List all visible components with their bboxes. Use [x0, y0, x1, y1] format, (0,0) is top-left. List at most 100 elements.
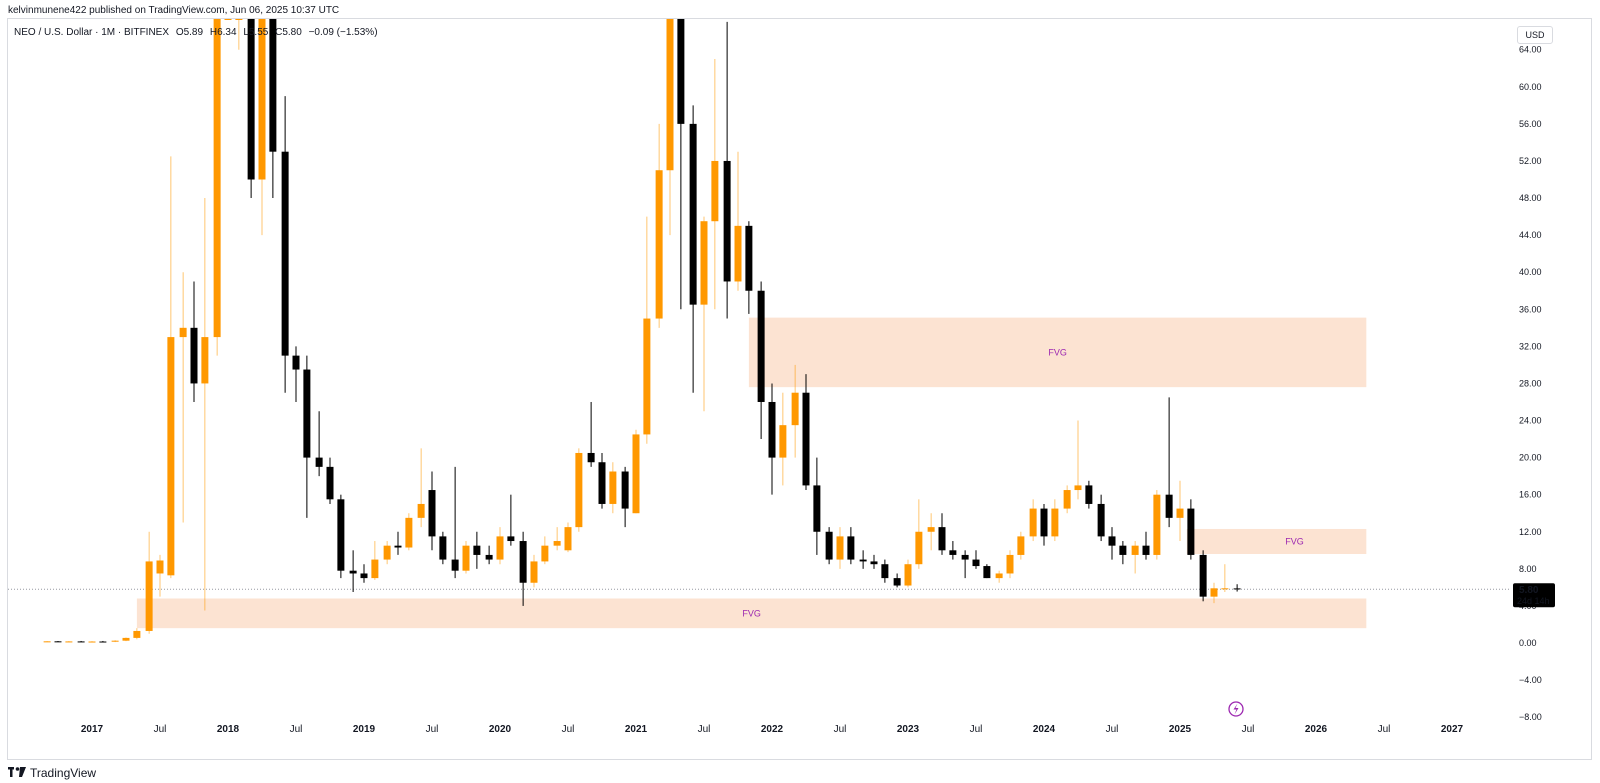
candle[interactable] — [972, 550, 980, 569]
candle[interactable] — [734, 151, 742, 291]
candle[interactable] — [757, 281, 765, 440]
candle[interactable] — [768, 383, 776, 495]
candle[interactable] — [1210, 582, 1218, 604]
candle[interactable] — [564, 522, 572, 553]
candle[interactable] — [54, 640, 62, 643]
candle[interactable] — [439, 531, 447, 565]
candle[interactable] — [587, 401, 595, 467]
candle[interactable] — [745, 221, 753, 314]
candle[interactable] — [213, 19, 221, 356]
candle[interactable] — [337, 494, 345, 579]
candle[interactable] — [179, 272, 187, 523]
candle[interactable] — [700, 216, 708, 412]
candle[interactable] — [394, 531, 402, 555]
candle[interactable] — [258, 19, 266, 236]
candle[interactable] — [1187, 499, 1195, 560]
candle[interactable] — [655, 123, 663, 328]
candle[interactable] — [1085, 480, 1093, 509]
candle[interactable] — [598, 452, 606, 509]
fvg-zone-2[interactable] — [136, 598, 1367, 629]
candle[interactable] — [893, 573, 901, 588]
candle[interactable] — [292, 346, 300, 402]
candle[interactable] — [983, 564, 991, 579]
candle[interactable] — [1040, 503, 1048, 546]
candle[interactable] — [621, 466, 629, 528]
candle[interactable] — [995, 570, 1003, 583]
candle[interactable] — [791, 364, 799, 458]
candle[interactable] — [1051, 499, 1059, 542]
candle[interactable] — [1176, 480, 1184, 542]
candle[interactable] — [349, 550, 357, 593]
candle[interactable] — [326, 457, 334, 504]
candle[interactable] — [609, 462, 617, 514]
candle[interactable] — [949, 541, 957, 560]
candle[interactable] — [156, 554, 164, 597]
candle[interactable] — [802, 374, 810, 491]
candle[interactable] — [1199, 550, 1207, 602]
candle[interactable] — [43, 641, 51, 643]
candle[interactable] — [553, 527, 561, 551]
candle[interactable] — [269, 19, 277, 199]
candle[interactable] — [77, 640, 85, 643]
candle[interactable] — [689, 105, 697, 393]
candle[interactable] — [677, 19, 685, 310]
candle[interactable] — [281, 96, 289, 393]
candle[interactable] — [88, 641, 96, 643]
candle[interactable] — [224, 19, 232, 20]
candle[interactable] — [530, 554, 538, 588]
candle[interactable] — [825, 527, 833, 565]
candle[interactable] — [417, 448, 425, 528]
candle[interactable] — [1063, 485, 1071, 514]
candle[interactable] — [315, 411, 323, 477]
candle[interactable] — [575, 448, 583, 532]
candle[interactable] — [167, 156, 175, 579]
candle[interactable] — [519, 531, 527, 606]
candle[interactable] — [303, 355, 311, 518]
footer-brand[interactable]: TradingView — [8, 765, 96, 780]
candle[interactable] — [870, 554, 878, 569]
candle[interactable] — [1142, 531, 1150, 560]
candle[interactable] — [1097, 494, 1105, 542]
candle[interactable] — [122, 637, 130, 642]
candle[interactable] — [1006, 550, 1014, 579]
candle[interactable] — [190, 281, 198, 402]
candle[interactable] — [881, 559, 889, 583]
candle[interactable] — [65, 641, 73, 643]
candle[interactable] — [201, 198, 209, 611]
candle[interactable] — [1017, 531, 1025, 560]
candle[interactable] — [711, 58, 719, 310]
candle[interactable] — [938, 513, 946, 555]
candle[interactable] — [666, 19, 674, 236]
candle[interactable] — [1108, 527, 1116, 560]
candle[interactable] — [723, 21, 731, 319]
candle[interactable] — [541, 536, 549, 565]
candle[interactable] — [371, 541, 379, 580]
candle[interactable] — [632, 429, 640, 514]
candle[interactable] — [961, 550, 969, 579]
candle[interactable] — [485, 545, 493, 565]
candle[interactable] — [235, 19, 243, 50]
candle[interactable] — [904, 559, 912, 588]
candle[interactable] — [1165, 397, 1173, 528]
candle[interactable] — [111, 640, 119, 643]
candle[interactable] — [473, 531, 481, 569]
fvg-zone-0[interactable] — [748, 317, 1367, 388]
candle[interactable] — [915, 499, 923, 569]
candle[interactable] — [1074, 420, 1082, 500]
candle[interactable] — [451, 466, 459, 579]
candle[interactable] — [247, 19, 255, 199]
candle[interactable] — [507, 494, 515, 546]
candle[interactable] — [927, 513, 935, 551]
candle[interactable] — [496, 527, 504, 565]
symbol-name[interactable]: NEO / U.S. Dollar · 1M · BITFINEX — [14, 27, 170, 38]
candle[interactable] — [1131, 541, 1139, 574]
candle[interactable] — [133, 628, 141, 640]
candle[interactable] — [1221, 564, 1229, 593]
currency-button[interactable]: USD — [1517, 26, 1553, 44]
candle[interactable] — [1233, 584, 1241, 592]
chart-frame[interactable] — [7, 18, 1592, 760]
candle[interactable] — [847, 527, 855, 565]
candle[interactable] — [1029, 499, 1037, 542]
candle[interactable] — [145, 531, 153, 634]
